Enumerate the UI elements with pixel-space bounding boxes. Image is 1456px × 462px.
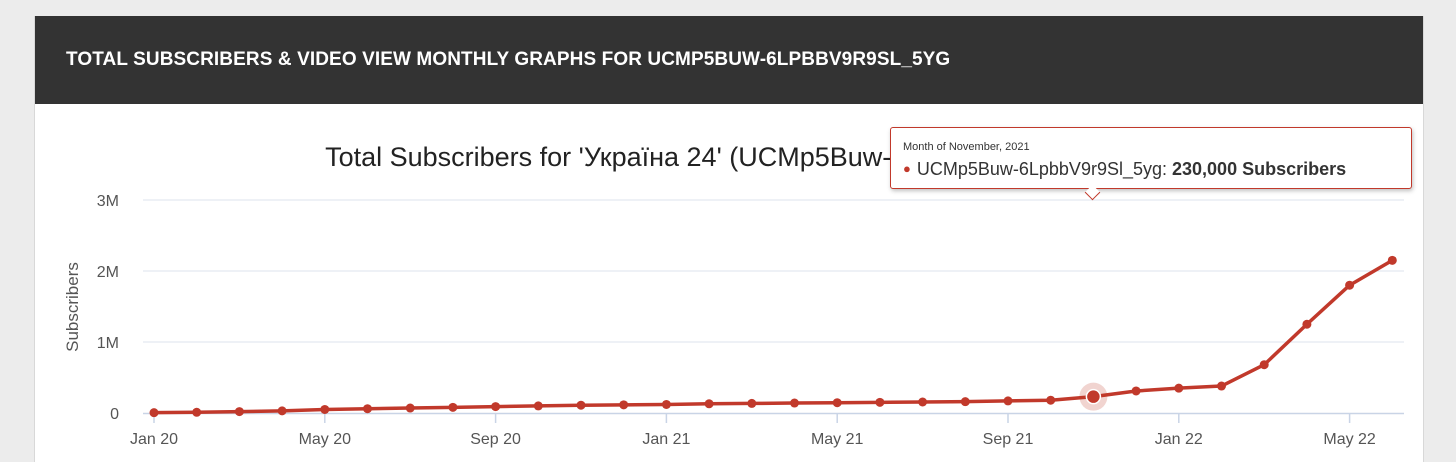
data-point[interactable]	[918, 397, 928, 407]
x-tick-label: Sep 20	[470, 431, 521, 448]
y-tick-label: 1M	[97, 335, 119, 352]
tooltip-series-name: UCMp5Buw-6LpbbV9r9Sl_5yg:	[916, 159, 1167, 179]
data-point[interactable]	[790, 398, 799, 408]
y-tick-label: 0	[110, 406, 119, 423]
data-point[interactable]	[619, 400, 629, 410]
x-tick-label: Jan 22	[1155, 431, 1203, 448]
data-point[interactable]	[234, 407, 244, 417]
x-tick-label: May 21	[811, 431, 864, 448]
data-point[interactable]	[576, 400, 586, 410]
data-point[interactable]	[1046, 395, 1056, 405]
data-point[interactable]	[533, 401, 543, 411]
data-point[interactable]	[149, 408, 159, 418]
data-point[interactable]	[320, 404, 330, 414]
x-tick-label: Jan 20	[130, 431, 178, 448]
data-point[interactable]	[747, 398, 757, 408]
tooltip-date: Month of November, 2021	[903, 141, 1030, 153]
series-line	[152, 258, 1395, 415]
data-point-highlighted[interactable]	[1085, 388, 1102, 405]
y-tick-label: 3M	[97, 193, 119, 210]
x-tick-label: May 20	[299, 431, 352, 448]
data-point[interactable]	[1387, 255, 1397, 265]
data-point[interactable]	[405, 403, 415, 413]
chart-panel: TOTAL SUBSCRIBERS & VIDEO VIEW MONTHLY G…	[34, 16, 1424, 462]
tooltip-row: ● UCMp5Buw-6LpbbV9r9Sl_5yg: 230,000 Subsc…	[903, 159, 1346, 180]
data-point[interactable]	[448, 402, 458, 412]
data-point[interactable]	[363, 404, 372, 414]
data-point[interactable]	[1345, 280, 1355, 290]
data-point[interactable]	[1259, 360, 1269, 370]
y-axis-label: Subscribers	[63, 262, 82, 352]
data-point[interactable]	[1003, 396, 1013, 406]
data-point[interactable]	[1217, 381, 1226, 391]
panel-title: TOTAL SUBSCRIBERS & VIDEO VIEW MONTHLY G…	[66, 49, 951, 70]
data-point[interactable]	[491, 402, 501, 412]
tooltip-value: 230,000 Subscribers	[1172, 159, 1347, 179]
x-tick-label: May 22	[1323, 431, 1376, 448]
data-point[interactable]	[1131, 386, 1141, 396]
data-point[interactable]	[192, 407, 202, 417]
data-point[interactable]	[1302, 319, 1312, 329]
x-tick-label: Sep 21	[983, 431, 1034, 448]
data-point[interactable]	[661, 399, 671, 409]
x-tick-label: Jan 21	[642, 431, 690, 448]
data-point[interactable]	[704, 399, 714, 409]
tooltip-series-dot-icon: ●	[903, 161, 911, 176]
data-point[interactable]	[1174, 383, 1184, 393]
data-point[interactable]	[832, 398, 842, 408]
data-point[interactable]	[875, 397, 885, 407]
y-tick-label: 2M	[97, 264, 119, 281]
panel-header: TOTAL SUBSCRIBERS & VIDEO VIEW MONTHLY G…	[35, 16, 1423, 104]
data-point[interactable]	[960, 397, 970, 407]
data-point[interactable]	[277, 406, 287, 416]
data-tooltip: Month of November, 2021 ● UCMp5Buw-6LpbbV…	[890, 127, 1412, 201]
